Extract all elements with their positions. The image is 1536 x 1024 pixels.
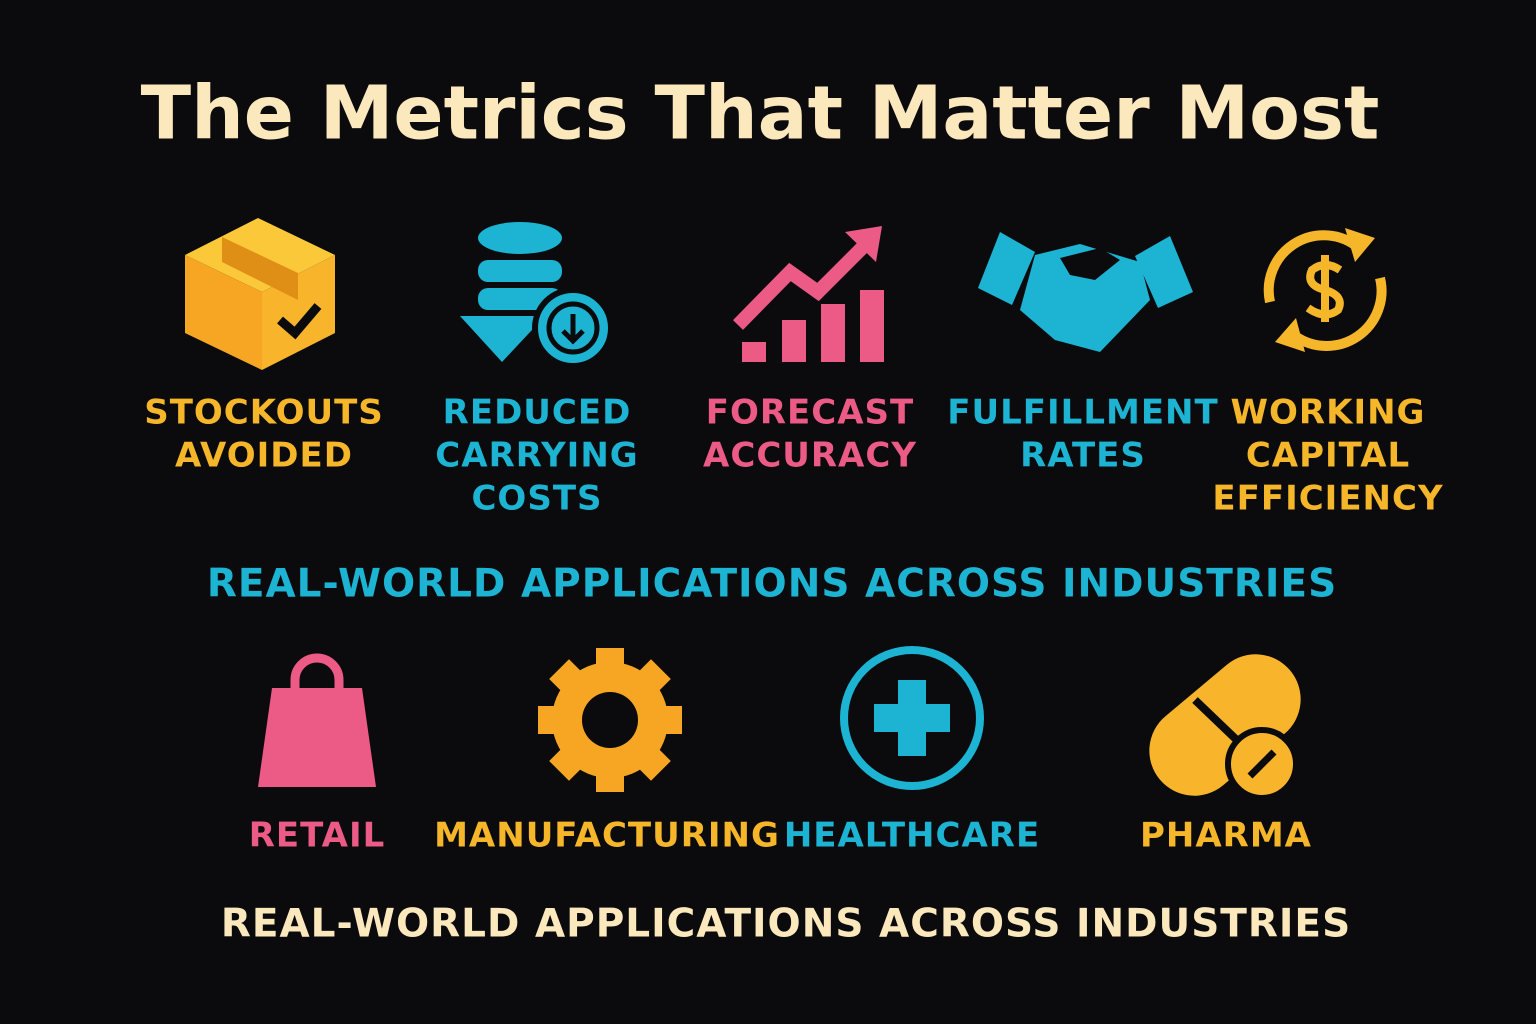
- industry-label: MANUFACTURING: [434, 816, 780, 856]
- metric-label: AVOIDED: [175, 436, 353, 476]
- handshake-icon: [978, 232, 1193, 352]
- industry-label: PHARMA: [1140, 816, 1312, 856]
- metric-label: REDUCED: [443, 393, 632, 433]
- metric-label: RATES: [1020, 436, 1146, 476]
- box-icon: [185, 218, 335, 370]
- industry-label: RETAIL: [249, 816, 386, 856]
- pill-icon: [1149, 654, 1301, 801]
- metric-label: CAPITAL: [1246, 436, 1410, 476]
- footer: REAL-WORLD APPLICATIONS ACROSS INDUSTRIE…: [221, 902, 1351, 947]
- metric-label: FORECAST: [706, 393, 914, 433]
- database-icon: [460, 222, 614, 369]
- chart-icon: [733, 226, 884, 362]
- metric-label: STOCKOUTS: [144, 393, 384, 433]
- metric-label: WORKING: [1231, 393, 1426, 433]
- gear-icon: [508, 618, 712, 822]
- page-title: The Metrics That Matter Most: [141, 71, 1380, 157]
- capital-icon: [1263, 228, 1387, 352]
- metric-label: ACCURACY: [703, 436, 917, 476]
- metric-label: CARRYING: [435, 436, 638, 476]
- metric-label: EFFICIENCY: [1212, 479, 1443, 519]
- industry-labels: RETAIL MANUFACTURING HEALTHCARE PHARMA: [249, 816, 1312, 856]
- metric-label: COSTS: [471, 479, 602, 519]
- industries-heading: REAL-WORLD APPLICATIONS ACROSS INDUSTRIE…: [207, 562, 1337, 607]
- industry-label: HEALTHCARE: [784, 816, 1040, 856]
- health-icon: [840, 646, 984, 790]
- bag-icon: [258, 653, 376, 787]
- metric-label: FULFILLMENT: [947, 393, 1218, 433]
